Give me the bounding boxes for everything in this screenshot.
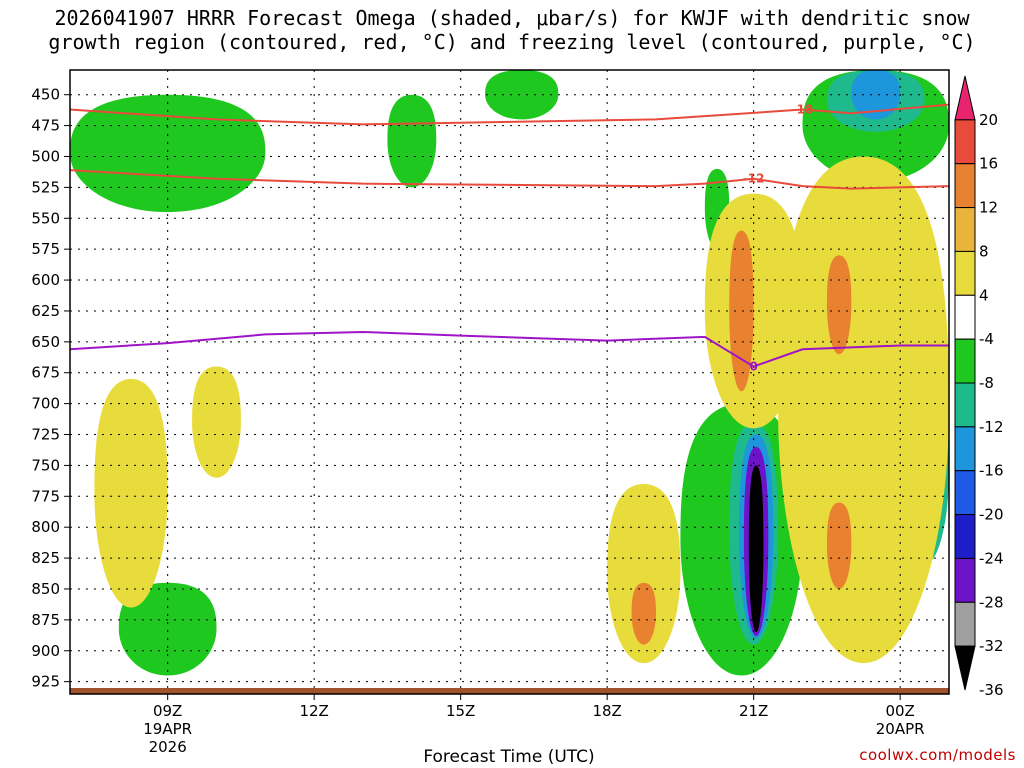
x-axis-title: Forecast Time (UTC) xyxy=(423,747,594,767)
colorbar-swatch-6 xyxy=(954,338,976,384)
omega-region-5-1 xyxy=(192,366,241,478)
colorbar-label-4: 4 xyxy=(979,286,989,304)
omega-region-2-1 xyxy=(851,70,901,120)
y-tick-label-7: 625 xyxy=(31,302,60,320)
colorbar-swatch-4 xyxy=(954,250,976,296)
x-tick-year-0: 2026 xyxy=(149,738,187,756)
colorbar-label-9: -20 xyxy=(979,506,1004,524)
y-tick-label-10: 700 xyxy=(31,395,60,413)
x-tick-label-1: 12Z xyxy=(299,702,328,720)
dgz-contour-1 xyxy=(70,169,949,190)
colorbar-label-6: -8 xyxy=(979,374,994,392)
x-tick-label-0: 09Z xyxy=(153,702,182,720)
colorbar-swatch-9 xyxy=(954,470,976,516)
omega-region-0-1 xyxy=(387,94,437,188)
omega-region-5-4 xyxy=(778,156,949,664)
x-tick-label-2: 15Z xyxy=(446,702,475,720)
omega-region-6-1 xyxy=(729,230,754,392)
y-tick-label-15: 825 xyxy=(31,549,60,567)
y-tick-label-1: 475 xyxy=(31,117,60,135)
y-tick-label-2: 500 xyxy=(31,147,60,165)
colorbar: 20 16 12 8 4 -4 -8 -12 -16 -20 -24 -28 -32 -36 xyxy=(954,75,1004,699)
x-tick-date-0: 19APR xyxy=(143,720,192,738)
x-tick-label-3: 18Z xyxy=(592,702,621,720)
colorbar-label-2: 12 xyxy=(979,199,998,217)
colorbar-label-7: -12 xyxy=(979,418,1004,436)
plot-frame xyxy=(69,69,950,695)
chart-title: 2026041907 HRRR Forecast Omega (shaded, … xyxy=(0,6,1024,54)
colorbar-label-1: 16 xyxy=(979,155,998,173)
y-tick-label-18: 900 xyxy=(31,642,60,660)
freezing-level-contour-label: 0 xyxy=(749,360,757,374)
omega-region-6-2 xyxy=(826,255,852,355)
y-tick-label-17: 875 xyxy=(31,611,60,629)
omega-region-4-0 xyxy=(748,465,764,633)
dgz-contour-0 xyxy=(70,103,949,126)
y-tick-label-8: 650 xyxy=(31,333,60,351)
x-tick-date-5: 20APR xyxy=(876,720,925,738)
colorbar-swatch-13 xyxy=(954,645,976,691)
contour-layer: -18 -12 0 xyxy=(70,103,949,374)
omega-region-5-2 xyxy=(607,483,681,664)
omega-region-6-0 xyxy=(631,582,656,645)
colorbar-swatch-1 xyxy=(954,119,976,165)
colorbar-label-11: -28 xyxy=(979,593,1004,611)
y-tick-label-16: 850 xyxy=(31,580,60,598)
dgz-contour-1-label: -12 xyxy=(743,172,765,186)
y-tick-label-14: 800 xyxy=(31,518,60,536)
omega-region-0-4 xyxy=(118,582,217,676)
dgz-contour-0-label: -18 xyxy=(792,103,814,117)
y-tick-label-5: 575 xyxy=(31,240,60,258)
x-tick-label-4: 21Z xyxy=(739,702,768,720)
y-tick-label-9: 675 xyxy=(31,364,60,382)
colorbar-label-13: -36 xyxy=(979,681,1004,699)
y-tick-label-19: 925 xyxy=(31,673,60,691)
ground-level-bar xyxy=(70,688,949,694)
colorbar-label-10: -24 xyxy=(979,549,1004,567)
colorbar-swatch-12 xyxy=(954,601,976,647)
colorbar-swatch-11 xyxy=(954,557,976,603)
chart-title-line1: 2026041907 HRRR Forecast Omega (shaded, … xyxy=(54,6,970,30)
omega-region-0-2 xyxy=(485,70,559,120)
colorbar-swatch-2 xyxy=(954,163,976,209)
colorbar-swatch-5 xyxy=(954,294,976,340)
omega-region-5-0 xyxy=(94,378,168,608)
y-tick-label-12: 750 xyxy=(31,456,60,474)
colorbar-label-12: -32 xyxy=(979,637,1004,655)
omega-region-0-0 xyxy=(70,94,266,213)
y-tick-label-11: 725 xyxy=(31,426,60,444)
y-tick-label-3: 525 xyxy=(31,178,60,196)
colorbar-label-5: -4 xyxy=(979,330,994,348)
omega-shading-layer xyxy=(70,70,949,676)
y-tick-label-6: 600 xyxy=(31,271,60,289)
y-tick-label-13: 775 xyxy=(31,487,60,505)
freezing-level-contour xyxy=(70,330,949,368)
x-tick-label-5: 00Z xyxy=(885,702,914,720)
y-axis: 450 475 500 525 550 575 600 625 650 675 700 725 750 7… xyxy=(31,86,70,691)
colorbar-label-8: -16 xyxy=(979,462,1004,480)
colorbar-swatch-8 xyxy=(954,426,976,472)
colorbar-swatch-10 xyxy=(954,514,976,559)
colorbar-label-3: 8 xyxy=(979,242,989,260)
grid-layer xyxy=(70,70,949,694)
credit-text: coolwx.com/models xyxy=(859,746,1016,764)
omega-region-6-3 xyxy=(826,502,852,589)
colorbar-swatch-3 xyxy=(954,207,976,252)
colorbar-label-0: 20 xyxy=(979,111,998,129)
y-tick-label-0: 450 xyxy=(31,86,60,104)
colorbar-swatch-0 xyxy=(954,75,976,121)
y-tick-label-4: 550 xyxy=(31,209,60,227)
colorbar-swatch-7 xyxy=(954,382,976,428)
chart-title-line2: growth region (contoured, red, °C) and f… xyxy=(48,30,976,54)
